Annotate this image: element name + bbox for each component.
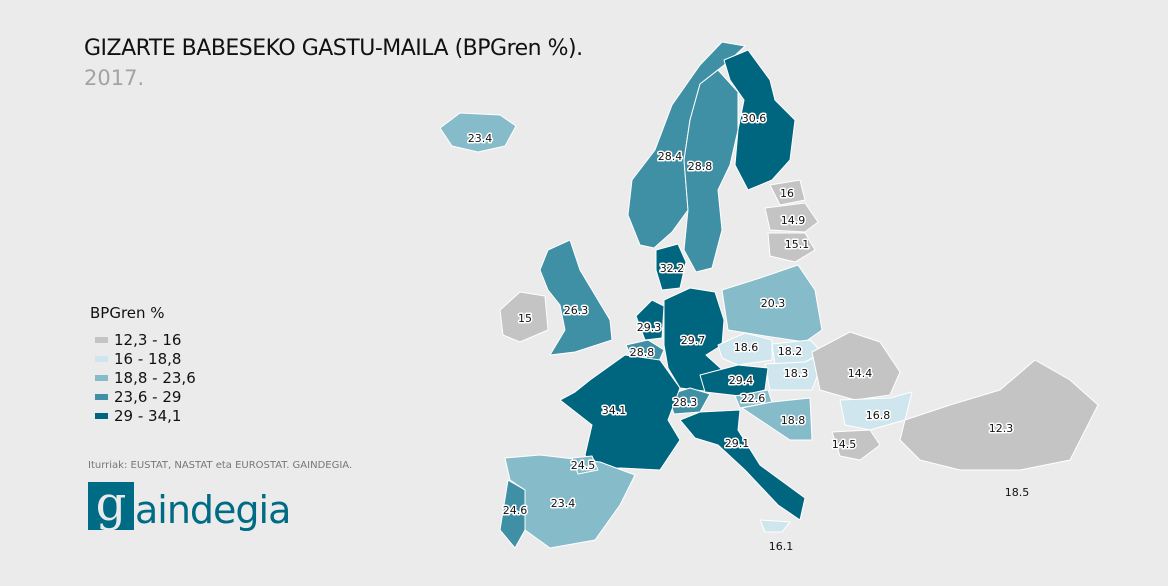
region-lithuania xyxy=(767,232,816,263)
region-estonia xyxy=(769,179,806,206)
value-label-ireland: 15 xyxy=(518,312,532,325)
region-greece xyxy=(831,429,881,461)
region-france xyxy=(559,354,681,471)
value-label-basque-country: 24.5 xyxy=(571,459,596,472)
legend-item: 23,6 - 29 xyxy=(90,387,196,406)
region-sweden xyxy=(683,69,739,273)
value-label-uk: 26.3 xyxy=(564,304,589,317)
value-label-finland: 30.6 xyxy=(742,112,767,125)
legend-label: 23,6 - 29 xyxy=(114,387,182,406)
value-label-italy: 29.1 xyxy=(725,437,750,450)
region-italy xyxy=(679,409,806,521)
legend-swatch xyxy=(95,393,108,400)
legend-item: 18,8 - 23,6 xyxy=(90,368,196,387)
region-basque-country xyxy=(571,455,599,475)
value-label-sweden: 28.8 xyxy=(688,160,713,173)
legend-title: BPGren % xyxy=(90,304,165,322)
region-denmark xyxy=(655,243,687,291)
region-portugal xyxy=(499,479,526,549)
region-ireland xyxy=(499,291,549,343)
region-malta xyxy=(759,519,791,533)
value-label-bulgaria: 16.8 xyxy=(866,409,891,422)
value-label-germany: 29.7 xyxy=(681,334,706,347)
value-label-slovenia: 22.6 xyxy=(741,392,766,405)
value-label-belgium: 28.8 xyxy=(630,346,655,359)
region-uk xyxy=(539,239,613,356)
value-label-denmark: 32.2 xyxy=(660,262,685,275)
region-croatia xyxy=(741,397,813,441)
region-switzerland xyxy=(667,387,711,415)
value-label-estonia: 16 xyxy=(780,187,794,200)
legend-item: 16 - 18,8 xyxy=(90,349,196,368)
region-finland xyxy=(723,49,796,191)
value-label-czechia: 18.6 xyxy=(734,341,759,354)
region-czechia xyxy=(717,332,773,366)
page-subtitle: 2017. xyxy=(84,66,145,90)
region-germany xyxy=(663,287,729,393)
value-label-switzerland: 28.3 xyxy=(673,396,698,409)
logo-text: aindegia xyxy=(135,488,291,532)
legend-label: 18,8 - 23,6 xyxy=(114,368,196,387)
legend-swatch xyxy=(95,336,108,343)
value-label-malta: 16.1 xyxy=(769,540,794,553)
legend-item: 12,3 - 16 xyxy=(90,330,196,349)
region-latvia xyxy=(764,202,819,233)
source-note: Iturriak: EUSTAT, NASTAT eta EUROSTAT. G… xyxy=(88,460,353,471)
value-label-turkey-south: 18.5 xyxy=(1005,486,1030,499)
value-label-latvia: 14.9 xyxy=(781,214,806,227)
region-iceland xyxy=(439,112,517,153)
region-romania xyxy=(811,331,901,401)
value-label-lithuania: 15.1 xyxy=(785,238,810,251)
value-label-netherlands: 29.3 xyxy=(637,321,662,334)
value-label-slovakia: 18.2 xyxy=(778,345,803,358)
value-label-greece: 14.5 xyxy=(832,438,857,451)
legend-swatch xyxy=(95,412,108,419)
value-label-norway: 28.4 xyxy=(658,150,683,163)
page-title: GIZARTE BABESEKO GASTU-MAILA (BPGren %). xyxy=(84,36,583,61)
value-label-france: 34.1 xyxy=(602,404,627,417)
region-poland xyxy=(721,264,823,343)
legend-item: 29 - 34,1 xyxy=(90,406,196,425)
legend: BPGren % 12,3 - 16 16 - 18,8 18,8 - 23,6 23… xyxy=(90,304,196,425)
value-label-croatia: 18.8 xyxy=(781,414,806,427)
value-label-turkey: 12.3 xyxy=(989,422,1014,435)
logo-mark: g xyxy=(88,482,134,530)
region-turkey xyxy=(899,359,1099,471)
value-label-hungary: 18.3 xyxy=(784,367,809,380)
value-label-austria: 29.4 xyxy=(729,374,754,387)
region-netherlands xyxy=(635,299,665,341)
region-norway xyxy=(627,41,746,249)
legend-label: 29 - 34,1 xyxy=(114,406,182,425)
gaindegia-logo: g aindegia xyxy=(88,482,291,532)
legend-swatch xyxy=(95,374,108,381)
value-label-portugal: 24.6 xyxy=(503,504,528,517)
value-label-iceland: 23.4 xyxy=(468,132,493,145)
value-label-spain: 23.4 xyxy=(551,497,576,510)
legend-label: 12,3 - 16 xyxy=(114,330,182,349)
value-label-poland: 20.3 xyxy=(761,297,786,310)
legend-swatch xyxy=(95,355,108,362)
value-label-romania: 14.4 xyxy=(848,367,873,380)
legend-label: 16 - 18,8 xyxy=(114,349,182,368)
